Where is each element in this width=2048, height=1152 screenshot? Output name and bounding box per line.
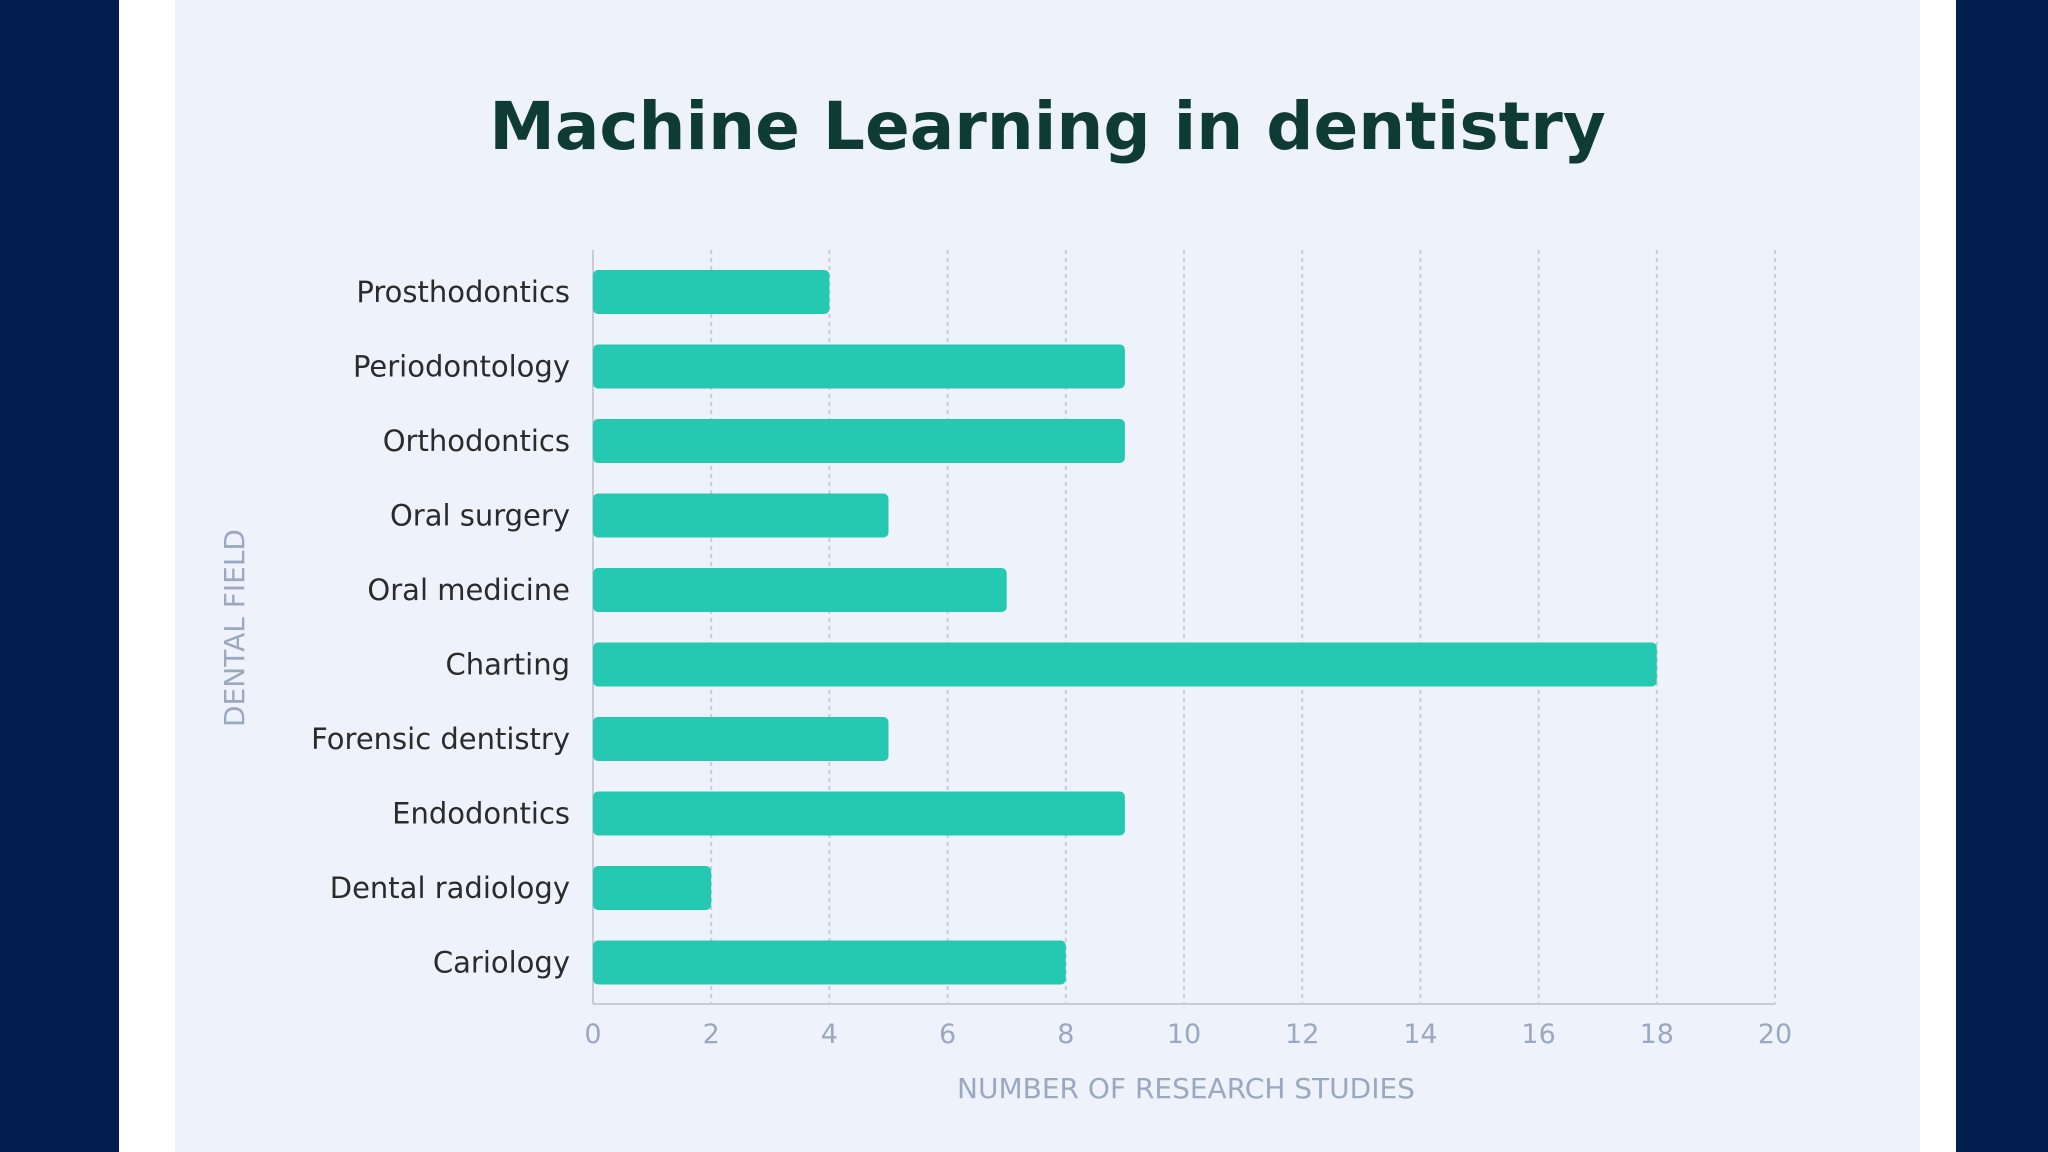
category-label: Periodontology (353, 350, 570, 384)
bar-periodontology (593, 344, 1125, 389)
bar-oral-surgery (593, 493, 889, 538)
category-label: Dental radiology (330, 871, 570, 905)
x-tick-2: 2 (703, 1019, 720, 1050)
x-tick-14: 14 (1403, 1019, 1437, 1050)
bar-endodontics (593, 791, 1125, 836)
category-label: Prosthodontics (356, 275, 570, 309)
category-labels: Prosthodontics Periodontology Orthodontics… (311, 275, 570, 980)
category-label: Forensic dentistry (311, 722, 570, 756)
x-tick-0: 0 (584, 1019, 601, 1050)
x-tick-6: 6 (939, 1019, 956, 1050)
category-label: Orthodontics (383, 424, 570, 458)
bar-cariology (593, 940, 1066, 985)
chart-title: Machine Learning in dentistry (489, 88, 1606, 165)
y-axis-title: DENTAL FIELD (218, 529, 251, 727)
x-tick-20: 20 (1758, 1019, 1792, 1050)
category-label: Oral surgery (390, 499, 570, 533)
bar-forensic-dentistry (593, 717, 889, 761)
bar-prosthodontics (593, 270, 830, 314)
x-tick-labels: 0 2 4 6 8 10 12 14 16 18 20 (584, 1019, 1792, 1050)
bar-orthodontics (593, 419, 1125, 463)
category-label: Cariology (433, 946, 570, 980)
bar-dental-radiology (593, 866, 712, 910)
x-tick-12: 12 (1285, 1019, 1319, 1050)
x-axis-title: NUMBER OF RESEARCH STUDIES (957, 1072, 1415, 1105)
bar-oral-medicine (593, 568, 1007, 612)
bar-charting (593, 642, 1657, 687)
x-tick-8: 8 (1057, 1019, 1074, 1050)
bars (593, 270, 1657, 985)
x-tick-10: 10 (1167, 1019, 1201, 1050)
x-tick-16: 16 (1521, 1019, 1555, 1050)
x-tick-4: 4 (821, 1019, 838, 1050)
category-label: Oral medicine (367, 573, 570, 607)
category-label: Charting (445, 648, 570, 682)
category-label: Endodontics (392, 797, 570, 831)
x-tick-18: 18 (1640, 1019, 1674, 1050)
